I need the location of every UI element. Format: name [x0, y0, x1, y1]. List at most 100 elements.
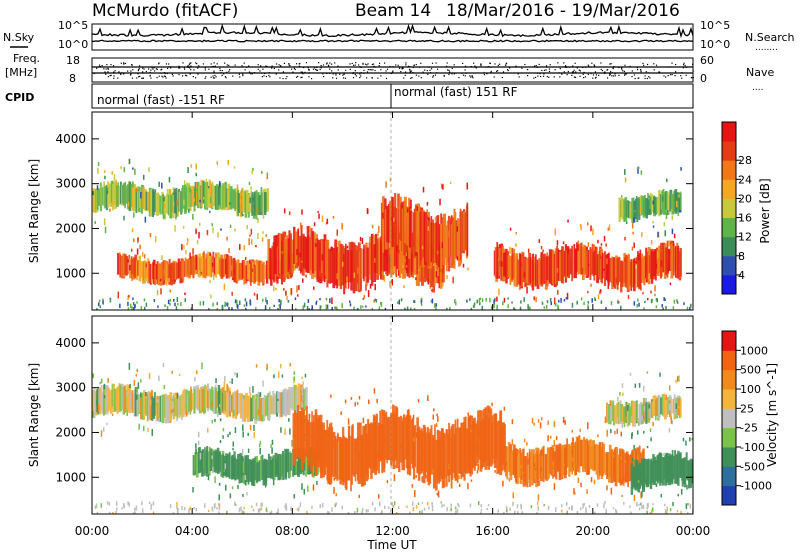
data-speck	[649, 512, 652, 514]
data-cell	[594, 444, 597, 471]
data-cell	[247, 261, 250, 280]
data-speck	[95, 503, 98, 509]
freq-dot	[557, 62, 559, 64]
freq-dot	[518, 76, 520, 78]
data-speck	[500, 453, 502, 456]
data-cell	[658, 189, 661, 217]
data-speck	[239, 244, 241, 250]
data-speck	[412, 271, 415, 279]
data-speck	[326, 469, 329, 473]
data-speck	[559, 445, 561, 449]
data-cell	[435, 439, 438, 491]
data-cell	[680, 398, 682, 417]
freq-dot	[297, 75, 299, 78]
freq-dot	[162, 76, 164, 78]
data-cell	[355, 438, 358, 474]
data-speck	[431, 505, 434, 509]
data-cell	[679, 454, 682, 478]
data-speck	[476, 470, 479, 474]
data-cell	[601, 252, 604, 279]
data-speck	[459, 262, 462, 266]
data-cell	[474, 423, 478, 466]
data-speck	[496, 296, 498, 302]
data-speck	[334, 503, 337, 508]
freq-dot	[103, 68, 105, 70]
freq-dot	[462, 74, 465, 76]
freq-dot	[213, 62, 215, 64]
freq-dot	[451, 73, 453, 75]
data-cell	[295, 389, 298, 413]
data-speck	[218, 482, 221, 486]
data-speck	[638, 503, 640, 506]
data-speck	[397, 506, 400, 509]
data-speck	[395, 274, 398, 278]
data-speck	[361, 510, 363, 514]
data-cell	[677, 450, 680, 486]
x-tick-label: 16:00	[475, 524, 510, 538]
freq-dot	[515, 65, 517, 67]
data-speck	[303, 302, 306, 308]
data-speck	[431, 501, 433, 506]
data-cell	[329, 248, 332, 284]
data-speck	[621, 210, 624, 214]
data-speck	[423, 507, 426, 511]
data-cell	[561, 246, 564, 283]
data-speck	[301, 376, 303, 379]
data-speck	[264, 305, 267, 310]
data-speck	[466, 182, 469, 190]
data-speck	[381, 509, 383, 514]
data-cell	[574, 248, 577, 274]
data-speck	[250, 228, 253, 235]
data-cell	[326, 239, 330, 281]
data-speck	[625, 221, 628, 224]
data-speck	[426, 201, 429, 206]
data-cell	[409, 199, 412, 248]
data-speck	[141, 508, 144, 513]
freq-dot	[541, 69, 543, 72]
data-speck	[417, 502, 420, 505]
data-speck	[425, 474, 427, 479]
freq-dot	[349, 63, 351, 65]
freq-dot	[432, 76, 434, 78]
data-cell	[234, 457, 237, 481]
data-speck	[652, 200, 654, 205]
data-speck	[152, 501, 155, 506]
data-cell	[230, 189, 233, 210]
data-speck	[638, 422, 640, 426]
data-speck	[216, 307, 219, 310]
data-cell	[146, 394, 149, 422]
data-cell	[123, 253, 126, 274]
power-scale-label: Power [dB]	[758, 178, 772, 243]
data-cell	[154, 265, 157, 286]
data-speck	[374, 507, 376, 512]
freq-dot	[337, 69, 339, 71]
freq-dot	[131, 77, 134, 79]
freq-dot	[546, 75, 548, 78]
data-cell	[128, 387, 131, 410]
freq-tick-top: 18	[66, 54, 80, 67]
data-speck	[181, 244, 183, 251]
freq-dot	[110, 74, 112, 76]
freq-dot	[358, 64, 360, 66]
data-cell	[616, 447, 619, 482]
data-cell	[201, 449, 205, 471]
freq-dot	[152, 68, 154, 70]
freq-dot	[363, 69, 365, 71]
freq-dot	[352, 77, 355, 79]
data-cell	[666, 397, 668, 418]
data-speck	[552, 468, 554, 475]
freq-dot	[427, 73, 429, 75]
data-speck	[456, 256, 459, 261]
data-cell	[615, 255, 618, 285]
data-speck	[666, 254, 669, 259]
data-speck	[242, 431, 244, 438]
data-speck	[142, 280, 144, 284]
freq-dot	[137, 73, 139, 75]
data-speck	[354, 402, 356, 407]
freq-dot	[138, 65, 141, 67]
data-cell	[290, 233, 293, 268]
data-speck	[167, 299, 170, 305]
data-speck	[312, 484, 315, 491]
freq-dot	[464, 69, 466, 71]
colorbar-segment	[722, 350, 736, 371]
